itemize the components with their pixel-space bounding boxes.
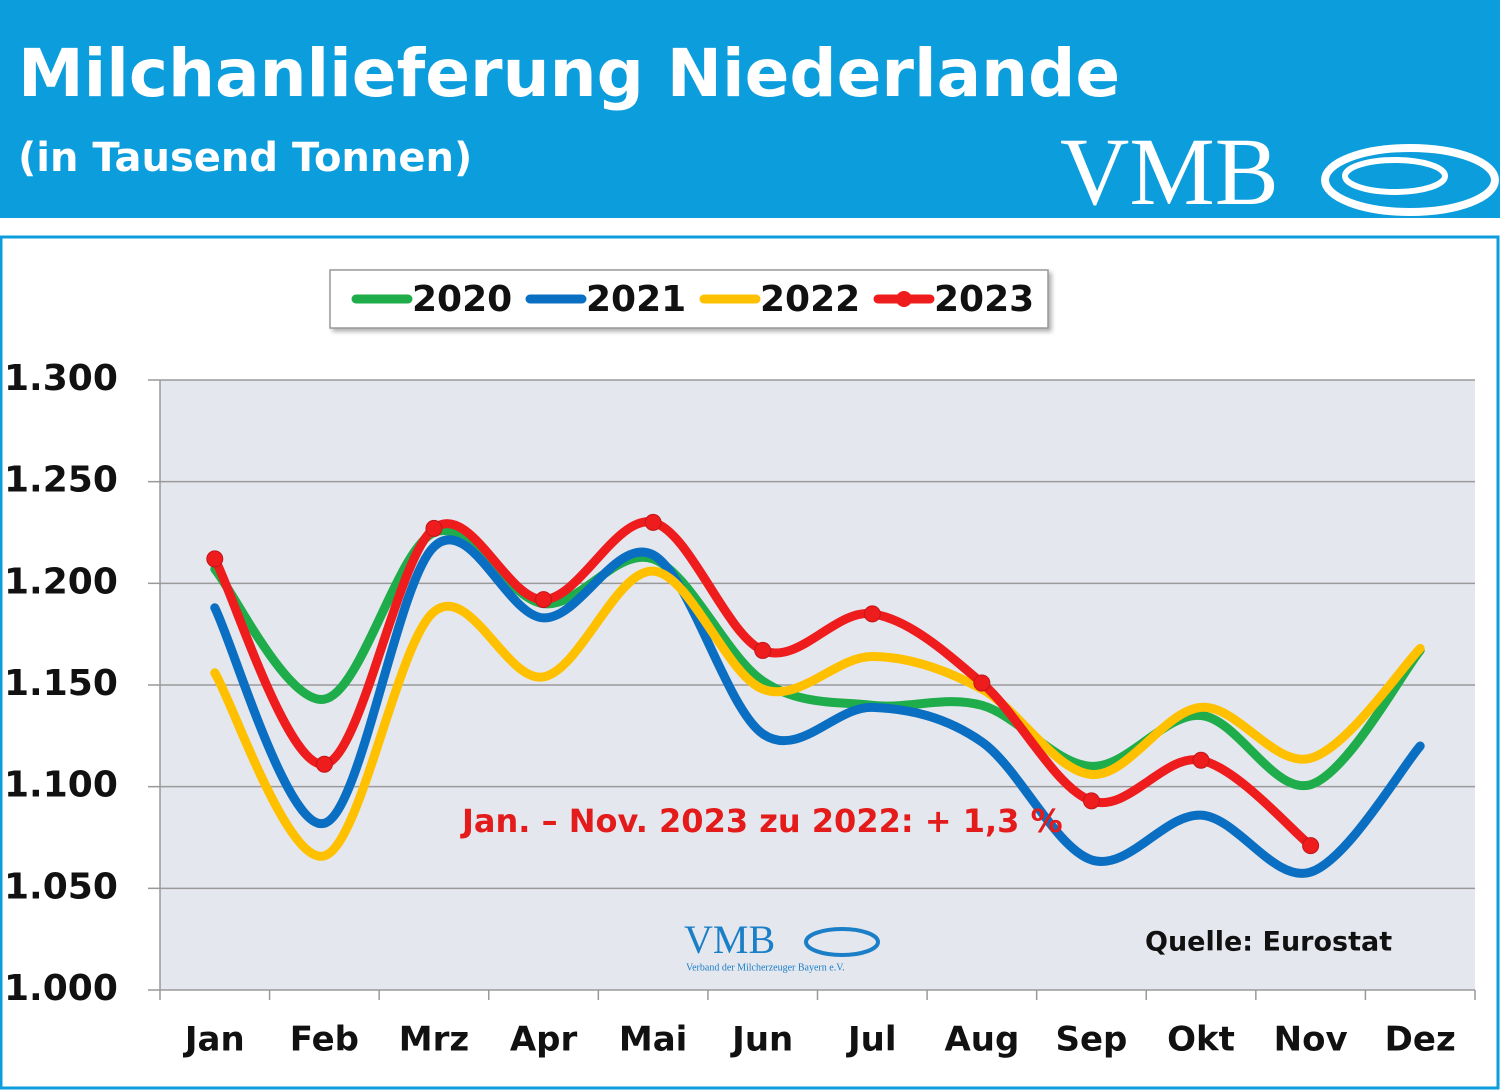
logo-swoosh	[804, 927, 880, 957]
x-tick-label: Apr	[510, 1020, 578, 1060]
x-tick-label: Dez	[1385, 1020, 1456, 1060]
data-point	[1082, 792, 1100, 810]
annotation: Jan. – Nov. 2023 zu 2022: + 1,3 %	[460, 802, 1063, 840]
x-tick-label: Mai	[619, 1020, 687, 1060]
y-tick-label: 1.200	[4, 561, 118, 602]
y-tick-label: 1.150	[4, 663, 118, 704]
data-point	[1302, 837, 1320, 855]
series-line	[210, 566, 1425, 861]
logo-swoosh	[1321, 144, 1499, 216]
header-logo: VMB	[1060, 118, 1279, 225]
y-tick-label: 1.300	[4, 358, 118, 399]
chart-title: Milchanlieferung Niederlande	[18, 35, 1120, 112]
source-note: Quelle: Eurostat	[1145, 927, 1392, 958]
legend-marker	[896, 291, 912, 307]
watermark-logo: VMB	[684, 917, 775, 962]
logo-swoosh	[1342, 157, 1448, 195]
data-point	[315, 755, 333, 773]
data-point	[206, 550, 224, 568]
plot-layer: 1.000 1.050 1.100 1.150 1.200 1.250 1.300 Jan Fe…	[4, 279, 1476, 1060]
x-tick-label: Nov	[1274, 1020, 1348, 1060]
data-point	[425, 519, 443, 537]
legend-label: 2020	[412, 279, 512, 320]
series-line	[210, 535, 1425, 878]
legend-label: 2022	[760, 279, 860, 320]
x-tick-label: Aug	[944, 1020, 1019, 1060]
x-tick-label: Jun	[730, 1020, 793, 1060]
series-line	[210, 517, 1316, 851]
data-point	[644, 513, 662, 531]
x-tick-label: Okt	[1167, 1020, 1235, 1060]
legend-label: 2021	[586, 279, 686, 320]
y-tick-label: 1.100	[4, 765, 118, 806]
y-tick-label: 1.250	[4, 460, 118, 501]
data-point	[863, 605, 881, 623]
header-band	[0, 0, 1500, 218]
x-tick-label: Mrz	[399, 1020, 469, 1060]
data-point	[535, 591, 553, 609]
x-tick-label: Sep	[1056, 1020, 1128, 1060]
watermark-caption: Verband der Milcherzeuger Bayern e.V.	[686, 962, 845, 973]
x-tick-label: Feb	[290, 1020, 359, 1060]
data-point	[1192, 751, 1210, 769]
legend-label: 2023	[934, 279, 1034, 320]
y-tick-label: 1.000	[4, 968, 118, 1009]
data-point	[754, 641, 772, 659]
chart-subtitle: (in Tausend Tonnen)	[18, 135, 472, 181]
x-tick-label: Jan	[183, 1020, 245, 1060]
y-tick-label: 1.050	[4, 866, 118, 907]
data-point	[973, 674, 991, 692]
x-tick-label: Jul	[846, 1020, 897, 1060]
